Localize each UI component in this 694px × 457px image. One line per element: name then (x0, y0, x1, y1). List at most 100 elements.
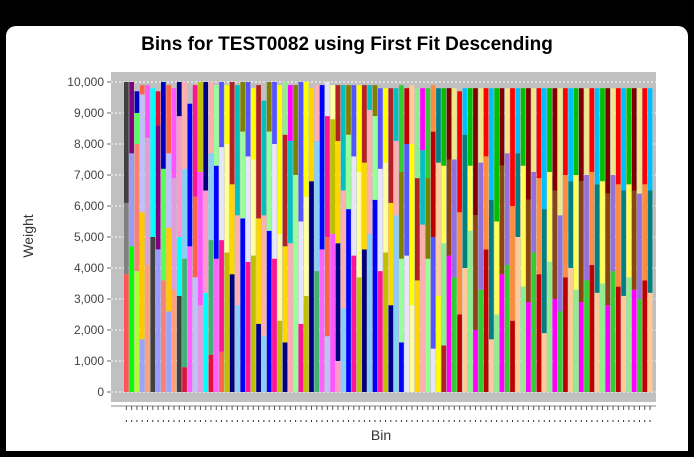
bin-bar (499, 88, 505, 392)
bin-bar (250, 88, 256, 392)
bin-bar (568, 88, 574, 392)
bin-bar (340, 85, 346, 392)
bin-bar (541, 88, 547, 392)
bar-segment (441, 243, 447, 346)
bar-segment (436, 162, 441, 296)
x-tick-label (363, 420, 365, 422)
x-tick-label (247, 420, 249, 422)
bar-segment (446, 159, 452, 256)
bar-segment (557, 215, 563, 312)
bin-bar (245, 82, 251, 392)
bar-segment (293, 85, 298, 175)
bar-segment (526, 302, 531, 392)
bar-segment (637, 193, 642, 299)
bar-segment (409, 305, 415, 392)
bar-segment (383, 252, 388, 392)
bar-segment (282, 246, 288, 343)
bar-segment (531, 171, 537, 253)
bar-segment (325, 237, 330, 337)
bar-segment (340, 308, 346, 392)
bar-segment (483, 88, 489, 157)
bar-segment (388, 305, 394, 392)
x-tick-label (612, 420, 614, 422)
bar-segment (219, 147, 224, 241)
x-tick-label (194, 420, 196, 422)
bar-segment (642, 184, 648, 281)
bar-segment (129, 246, 134, 392)
bar-segment (145, 264, 150, 392)
x-tick-label (406, 420, 408, 422)
bar-segment (420, 224, 425, 392)
bin-bar (531, 88, 537, 392)
bin-bar (589, 88, 595, 392)
bar-segment (520, 286, 526, 392)
x-tick-label (310, 420, 312, 422)
bar-segment (367, 233, 373, 392)
bar-segment (351, 156, 357, 256)
bin-bar (610, 88, 616, 392)
bar-segment (261, 100, 267, 216)
bar-segment (536, 178, 542, 275)
bin-bar (335, 85, 341, 392)
bar-segment (224, 144, 230, 253)
x-tick-label (173, 420, 175, 422)
x-tick-label (326, 420, 328, 422)
bar-segment (229, 274, 235, 392)
bar-segment (547, 261, 552, 392)
x-tick-label (385, 420, 387, 422)
bin-bar (182, 82, 187, 392)
bar-segment (372, 85, 378, 117)
x-tick-label (564, 420, 566, 422)
bar-segment (520, 165, 526, 287)
bar-segment (642, 280, 648, 392)
bar-segment (430, 348, 436, 392)
x-tick-label (432, 420, 434, 422)
bar-segment (145, 137, 150, 265)
bar-segment (536, 88, 542, 179)
bar-segment (552, 190, 558, 299)
bar-segment (584, 88, 589, 175)
bin-bar (520, 88, 526, 392)
bar-segment (139, 85, 145, 95)
bin-bar (330, 85, 335, 392)
bar-segment (134, 113, 140, 144)
bar-segment (600, 283, 605, 392)
bar-segment (399, 171, 404, 259)
bar-segment (256, 85, 261, 219)
bin-bar (277, 85, 283, 392)
x-tick-label (353, 420, 355, 422)
bar-segment (224, 85, 230, 144)
x-tick-label (549, 420, 551, 422)
bar-segment (356, 85, 362, 172)
x-tick-label (617, 420, 619, 422)
x-tick-label (443, 420, 445, 422)
bar-segment (399, 85, 404, 172)
bar-segment (568, 88, 574, 182)
bar-segment (425, 258, 431, 392)
bin-bar (171, 88, 177, 392)
bin-bar (467, 88, 473, 392)
bin-bar (198, 82, 203, 392)
bar-segment (393, 140, 399, 216)
bar-segment (203, 292, 209, 392)
x-tick-label (268, 420, 270, 422)
x-tick-label (633, 420, 635, 422)
bar-segment (213, 85, 219, 166)
x-tick-label (591, 420, 593, 422)
bar-segment (129, 153, 134, 247)
x-tick-label (205, 420, 207, 422)
bar-segment (499, 88, 505, 166)
x-tick-label (210, 420, 212, 422)
bin-bar (224, 85, 230, 392)
bin-bar (399, 85, 404, 392)
bin-bar (362, 85, 367, 392)
bar-segment (182, 168, 187, 259)
bar-segment (536, 274, 542, 392)
x-tick-label (279, 420, 281, 422)
bin-bar (235, 85, 240, 392)
bar-segment (229, 82, 235, 185)
y-tick-label: 0 (97, 385, 104, 399)
x-tick-label (321, 420, 323, 422)
x-tick-label (437, 420, 439, 422)
bin-bar (139, 85, 145, 392)
